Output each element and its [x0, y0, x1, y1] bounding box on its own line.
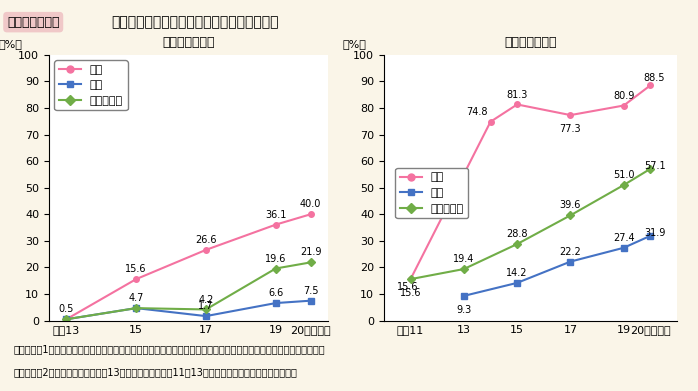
Text: 0.5: 0.5 — [59, 304, 74, 314]
Text: 19.6: 19.6 — [265, 253, 286, 264]
Text: 57.1: 57.1 — [644, 161, 665, 171]
Text: 14.2: 14.2 — [507, 268, 528, 278]
Text: 15.6: 15.6 — [400, 288, 422, 298]
Text: 27.4: 27.4 — [613, 233, 634, 243]
Text: 74.8: 74.8 — [466, 107, 487, 117]
Text: （%）: （%） — [0, 39, 22, 49]
Text: 21.9: 21.9 — [300, 248, 321, 257]
Text: 31.9: 31.9 — [644, 228, 665, 238]
Text: 6.6: 6.6 — [268, 288, 283, 298]
Title: 【条例策定率】: 【条例策定率】 — [162, 36, 215, 49]
Text: 4.7: 4.7 — [128, 293, 144, 303]
Text: 4.2: 4.2 — [198, 294, 214, 305]
Title: 【計画策定率】: 【計画策定率】 — [504, 36, 557, 49]
Text: 1.7: 1.7 — [198, 301, 214, 311]
Text: 51.0: 51.0 — [613, 170, 634, 180]
Text: 9.3: 9.3 — [456, 305, 471, 315]
Text: 第１－特－５図: 第１－特－５図 — [7, 16, 59, 29]
Legend: 市区, 町村, 市区町村計: 市区, 町村, 市区町村計 — [54, 60, 128, 110]
Legend: 市区, 町村, 市区町村計: 市区, 町村, 市区町村計 — [395, 168, 468, 218]
Text: 88.5: 88.5 — [644, 73, 665, 83]
Text: 28.8: 28.8 — [507, 229, 528, 239]
Text: 15.6: 15.6 — [126, 264, 147, 274]
Text: 40.0: 40.0 — [300, 199, 321, 209]
Text: 市区町村における条例及び計画策定率の推移: 市区町村における条例及び計画策定率の推移 — [112, 16, 279, 30]
Text: （%）: （%） — [343, 39, 366, 49]
Text: 26.6: 26.6 — [195, 235, 216, 245]
Text: （備考）　1．内閣府「地方公共団体における男女共同参画社会の形成又は女性に関する施策の推進状況」より作成。: （備考） 1．内閣府「地方公共団体における男女共同参画社会の形成又は女性に関する… — [14, 344, 325, 354]
Text: 7.5: 7.5 — [303, 286, 318, 296]
Text: 81.3: 81.3 — [507, 90, 528, 100]
Text: 19.4: 19.4 — [453, 254, 475, 264]
Text: 39.6: 39.6 — [560, 200, 581, 210]
Text: 77.3: 77.3 — [560, 124, 581, 134]
Text: 36.1: 36.1 — [265, 210, 286, 220]
Text: 15.6: 15.6 — [397, 282, 419, 292]
Text: 22.2: 22.2 — [560, 247, 581, 256]
Text: 2．条例については平成13年，計画については11～13年の市区・町村別のデータはない。: 2．条例については平成13年，計画については11～13年の市区・町村別のデータは… — [14, 368, 298, 378]
Text: 80.9: 80.9 — [613, 91, 634, 100]
